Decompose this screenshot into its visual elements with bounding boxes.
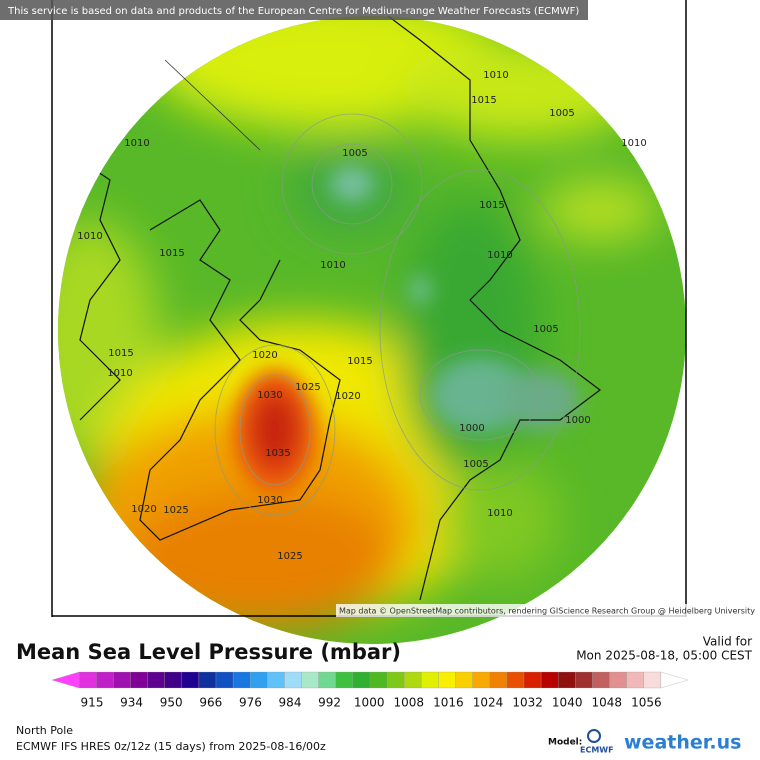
colorbar-swatch (198, 671, 217, 689)
colorbar-swatch (232, 671, 251, 689)
colorbar-swatch (489, 671, 508, 689)
colorbar-label: 1024 (473, 696, 504, 710)
contour-label: 1030 (257, 390, 282, 401)
colorbar-swatch (660, 671, 689, 689)
colorbar-label: 1016 (433, 696, 464, 710)
contour-label: 1005 (533, 324, 558, 335)
banner: This service is based on data and produc… (7, 6, 579, 17)
colorbar-swatch (386, 671, 405, 689)
colorbar-label: 1032 (512, 696, 543, 710)
colorbar-label: 1000 (354, 696, 385, 710)
colorbar-label: 934 (120, 696, 143, 710)
attribution: Map data © OpenStreetMap contributors, r… (339, 607, 755, 616)
colorbar-swatch (147, 671, 165, 689)
colorbar-label: 1008 (394, 696, 425, 710)
contour-labels: 1010 1005 1010 1015 1005 1010 1015 1010 1015 1010… (77, 70, 646, 562)
contour-label: 1015 (347, 356, 372, 367)
colorbar-label: 915 (81, 696, 104, 710)
chart-title: Mean Sea Level Pressure (mbar) (16, 640, 401, 664)
colorbar-label: 992 (318, 696, 341, 710)
contour-label: 1005 (463, 459, 488, 470)
contour-label: 1015 (479, 200, 504, 211)
contour-label: 1000 (565, 415, 590, 426)
colorbar-swatch (284, 671, 302, 689)
contour-label: 1015 (159, 248, 184, 259)
colorbar-swatch (609, 671, 627, 689)
colorbar-swatch (181, 671, 200, 689)
colorbar-swatch (472, 671, 490, 689)
colorbar-swatch (438, 671, 456, 689)
contour-label: 1025 (163, 505, 188, 516)
model-run: ECMWF IFS HRES 0z/12z (15 days) from 202… (16, 740, 326, 753)
colorbar: 915 934 950 966 976 984 992 1000 1008 1016 1024 103… (51, 671, 689, 710)
contour-label: 1010 (107, 368, 132, 379)
ecmwf-logo: ECMWF (580, 746, 614, 755)
contour-label: 1015 (108, 348, 133, 359)
contour-label: 1025 (277, 551, 302, 562)
contour-label: 1010 (483, 70, 508, 81)
region: North Pole (16, 724, 73, 737)
colorbar-swatch (558, 671, 576, 689)
pressure-field (58, 16, 686, 644)
colorbar-swatch (335, 671, 354, 689)
colorbar-swatch (78, 671, 97, 689)
colorbar-swatch (301, 671, 319, 689)
banner-bg (0, 0, 588, 20)
contour-label: 1000 (459, 423, 484, 434)
colorbar-swatch (215, 671, 234, 689)
colorbar-swatch (113, 671, 131, 689)
contour-label: 1005 (342, 148, 367, 159)
contour-label: 1025 (295, 382, 320, 393)
colorbar-swatch (96, 671, 114, 689)
contour-label: 1010 (487, 250, 512, 261)
colorbar-label: 950 (160, 696, 183, 710)
contour-label: 1010 (320, 260, 345, 271)
contour-label: 1005 (549, 108, 574, 119)
contour-label: 1020 (131, 504, 156, 515)
colorbar-label: 976 (239, 696, 262, 710)
colorbar-label: 1040 (552, 696, 583, 710)
contour-label: 1020 (335, 391, 360, 402)
colorbar-swatch (318, 671, 336, 689)
colorbar-swatch (455, 671, 473, 689)
colorbar-swatch (643, 671, 662, 689)
colorbar-swatch (404, 671, 422, 689)
valid-label: Valid for (703, 635, 752, 649)
contour-label: 1010 (487, 508, 512, 519)
colorbar-swatch (369, 671, 388, 689)
colorbar-label: 966 (199, 696, 222, 710)
colorbar-swatch (164, 671, 182, 689)
colorbar-swatch (130, 671, 148, 689)
contour-label: 1010 (77, 231, 102, 242)
contour-label: 1020 (252, 350, 277, 361)
colorbar-swatch (421, 671, 439, 689)
colorbar-swatch (540, 671, 559, 689)
colorbar-label: 984 (279, 696, 302, 710)
colorbar-swatch (352, 671, 371, 689)
brand-logo[interactable]: weather.us (624, 732, 741, 754)
colorbar-swatch (575, 671, 593, 689)
colorbar-swatch (592, 671, 610, 689)
contour-label: 1010 (621, 138, 646, 149)
model-label: Model: (548, 738, 582, 748)
colorbar-swatch (626, 671, 644, 689)
colorbar-swatch (51, 671, 80, 689)
contour-label: 1035 (265, 448, 290, 459)
colorbar-swatch (523, 671, 542, 689)
colorbar-label: 1056 (631, 696, 662, 710)
contour-label: 1030 (257, 495, 282, 506)
colorbar-swatch (250, 671, 268, 689)
colorbar-label: 1048 (592, 696, 623, 710)
contour-label: 1010 (124, 138, 149, 149)
colorbar-swatch (267, 671, 285, 689)
valid-time: Mon 2025-08-18, 05:00 CEST (576, 649, 752, 663)
colorbar-swatch (506, 671, 525, 689)
contour-label: 1015 (471, 95, 496, 106)
